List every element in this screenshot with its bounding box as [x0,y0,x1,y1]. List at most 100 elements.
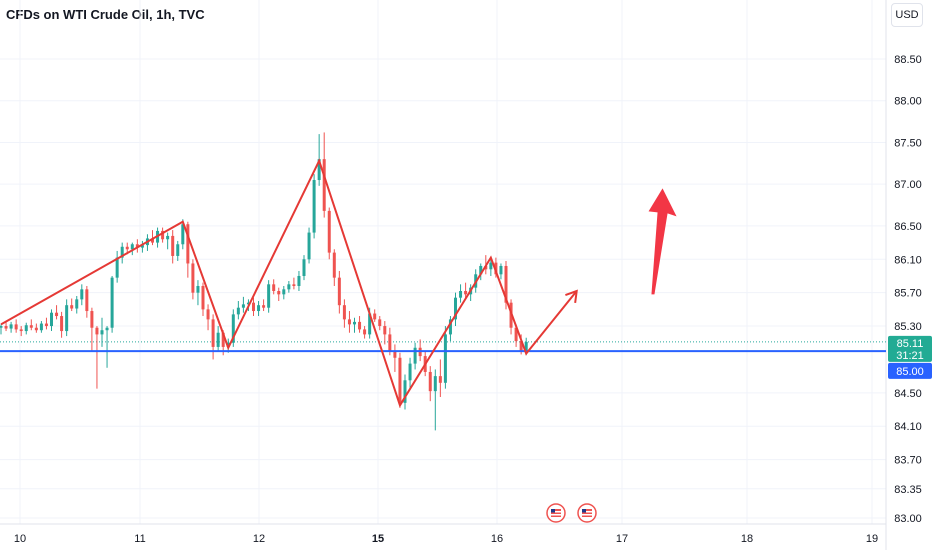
time-tick-label: 19 [866,533,878,545]
candle [65,299,69,337]
price-tick-label: 84.50 [894,388,922,400]
candle [489,257,493,276]
price-tick-label: 83.35 [894,484,922,496]
candle [267,280,271,313]
candle [378,316,382,331]
candle [90,307,94,352]
candle [272,279,276,295]
price-tick-label: 86.10 [894,254,922,266]
candle [428,366,432,402]
candle [95,326,99,389]
candle [332,249,336,286]
bullish-arrow-drawing [648,188,677,295]
candle [166,232,170,250]
line-price-badge-bg [888,362,932,379]
candle [19,326,23,337]
candle [161,227,165,243]
candle [398,352,402,408]
candle [80,284,84,306]
price-tick-label: 85.70 [894,288,922,300]
price-tick-label: 88.50 [894,54,922,66]
price-tick-label: 85.30 [894,321,922,333]
candle [499,263,503,280]
candle [85,285,89,318]
time-tick-label: 12 [253,533,265,545]
candle [55,305,59,320]
candle [433,369,437,431]
candle [151,230,154,246]
chart-title: CFDs on WTI Crude Oil, 1h, TVC [6,7,205,22]
last-price-value: 85.11 [897,338,924,350]
price-tick-label: 83.00 [894,513,922,525]
price-tick-label: 87.00 [894,179,922,191]
candle [75,296,79,314]
candle [130,242,134,256]
candle [50,309,53,332]
price-axis: 88.50 88.00 87.50 87.00 86.50 86.10 85.70 85.30… [894,54,922,525]
economic-event-icon-1 [546,503,566,523]
candle [257,301,261,317]
candle [176,240,180,261]
chart-grid [0,0,886,524]
candle [236,301,240,320]
candle [201,282,205,317]
time-tick-label: 15 [372,533,384,545]
candle [287,280,291,293]
candle [327,207,331,260]
candle [448,316,452,342]
candle [262,299,266,312]
time-tick-label: 10 [14,533,26,545]
candle [29,319,33,331]
candle [24,322,28,335]
candle [186,221,190,278]
candle [115,250,119,283]
time-tick-label: 16 [491,533,503,545]
projection-arrow-head [565,289,578,304]
candle [363,326,367,339]
price-tick-label: 83.70 [894,455,922,467]
economic-event-icon-2 [577,503,597,523]
candle [231,309,235,347]
candle [100,317,104,347]
candle [9,321,13,333]
candle [211,314,215,360]
candle [443,326,447,389]
time-tick-label: 11 [134,533,145,545]
candle [140,240,144,253]
candle [347,311,351,333]
candle [135,239,139,253]
candle [358,316,362,333]
currency-button[interactable]: USD [891,3,923,27]
candle [110,275,114,333]
candle [408,357,412,389]
line-price-value: 85.00 [896,366,924,378]
candle [292,277,296,290]
candle [105,326,109,368]
price-tick-label: 86.50 [894,221,922,233]
candle [39,321,43,333]
candle [403,374,407,410]
candles [0,132,528,431]
candle [252,297,255,317]
price-tick-label: 87.50 [894,137,922,149]
candle [302,255,306,281]
candle [337,270,341,314]
candle [459,284,463,303]
candle [14,319,18,333]
event-icons[interactable] [546,503,597,523]
candle [464,282,468,300]
candle [216,326,220,352]
candle [196,280,200,306]
candle [277,287,281,302]
candle [479,263,483,281]
candle [383,321,387,345]
candle [282,285,286,300]
candle [0,324,3,335]
candle [70,298,74,312]
candle [307,227,311,264]
candle [353,317,356,333]
candle [312,174,316,239]
candle [4,321,8,332]
candle [393,344,397,372]
